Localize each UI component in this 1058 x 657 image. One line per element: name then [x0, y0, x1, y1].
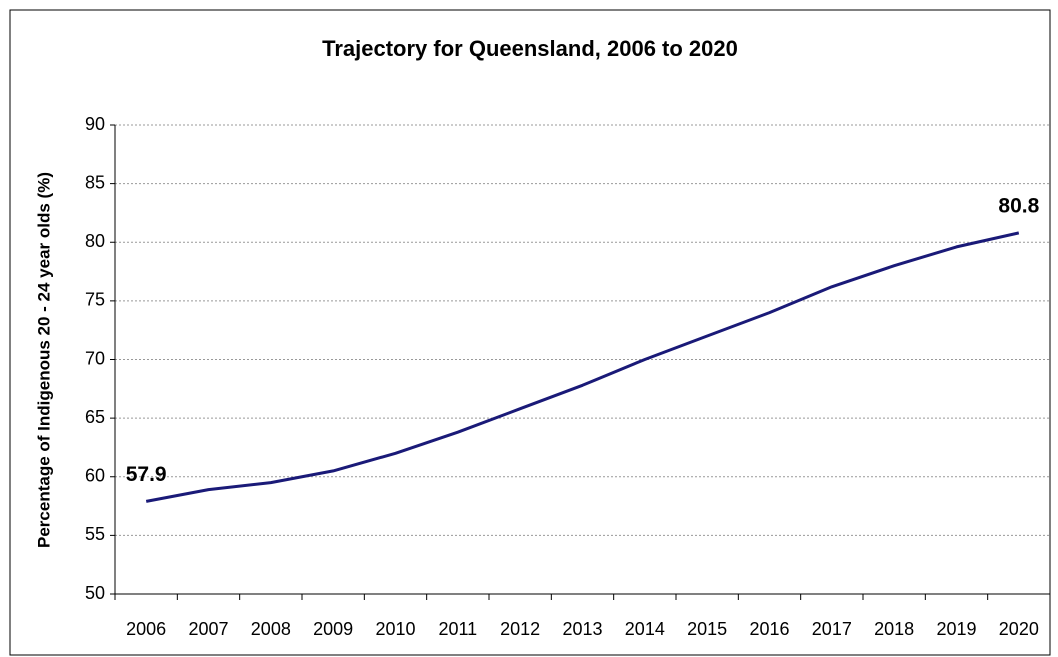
x-tick-label: 2014: [625, 619, 665, 639]
x-tick-label: 2013: [562, 619, 602, 639]
y-tick-label: 70: [85, 348, 105, 368]
x-tick-label: 2006: [126, 619, 166, 639]
x-tick-label: 2010: [375, 619, 415, 639]
x-tick-label: 2007: [188, 619, 228, 639]
y-tick-label: 55: [85, 524, 105, 544]
y-tick-label: 50: [85, 583, 105, 603]
x-tick-label: 2018: [874, 619, 914, 639]
y-tick-label: 65: [85, 407, 105, 427]
y-tick-label: 60: [85, 466, 105, 486]
y-tick-label: 85: [85, 172, 105, 192]
x-tick-label: 2008: [251, 619, 291, 639]
x-tick-label: 2012: [500, 619, 540, 639]
data-line: [145, 231, 1020, 503]
x-tick-label: 2009: [313, 619, 353, 639]
data-label: 80.8: [998, 194, 1039, 217]
y-axis-label: Percentage of Indigenous 20 - 24 year ol…: [34, 172, 53, 548]
x-tick-label: 2011: [438, 619, 477, 639]
x-tick-label: 2020: [999, 619, 1039, 639]
x-tick-label: 2017: [812, 619, 852, 639]
chart-title: Trajectory for Queensland, 2006 to 2020: [322, 36, 738, 61]
data-label: 57.9: [126, 463, 167, 486]
y-tick-label: 80: [85, 231, 105, 251]
x-tick-label: 2019: [936, 619, 976, 639]
x-tick-label: 2015: [687, 619, 727, 639]
y-tick-label: 90: [85, 114, 105, 134]
x-tick-label: 2016: [749, 619, 789, 639]
chart-frame: [9, 9, 1051, 656]
y-tick-label: 75: [85, 290, 105, 310]
